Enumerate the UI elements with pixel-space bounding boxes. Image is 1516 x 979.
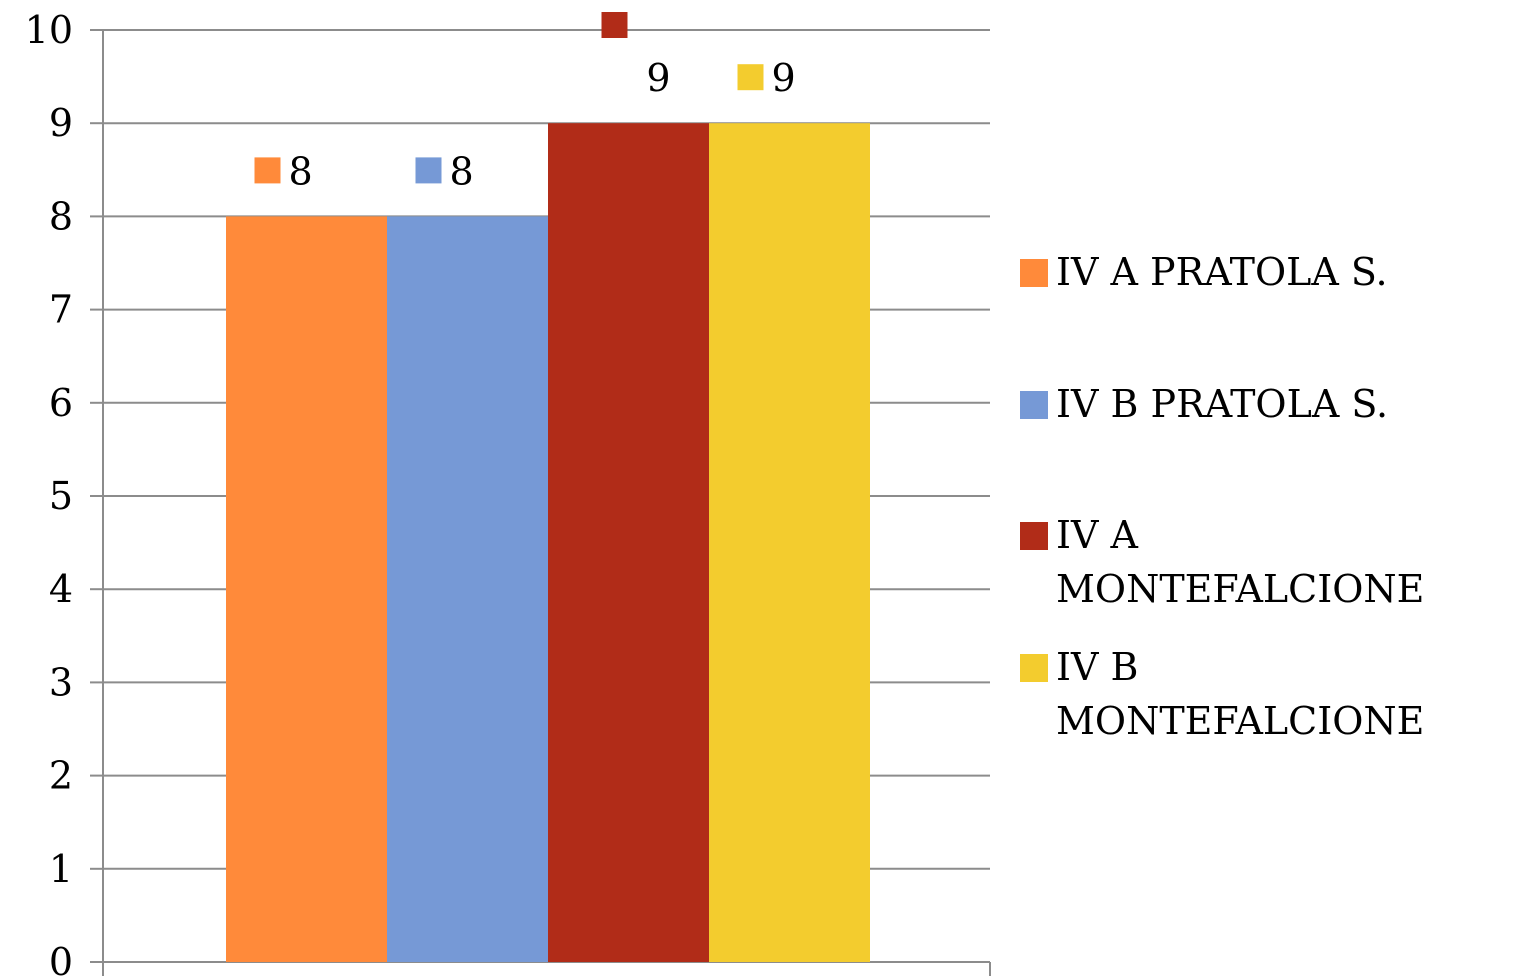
legend-item-iv-a-montefalcione: IV A MONTEFALCIONE (1020, 508, 1516, 616)
y-tick-label-2: 2 (49, 754, 73, 798)
y-tick-label-6: 6 (49, 381, 73, 425)
legend-label-iv-b-montefalcione: IV B MONTEFALCIONE (1056, 645, 1425, 743)
legend-label-iv-a-pratola: IV A PRATOLA S. (1056, 250, 1388, 294)
data-label-iv-a-pratola-s: 8 (289, 149, 313, 193)
data-labels: 8 8 9 9 (254, 12, 796, 193)
y-tick-label-8: 8 (49, 194, 73, 238)
y-tick-label-9: 9 (49, 101, 73, 145)
y-tick-label-4: 4 (49, 567, 73, 611)
legend-swatch-iv-a-pratola (1020, 259, 1048, 287)
bar-iv-a-montefalcione (548, 123, 709, 962)
bars (226, 123, 870, 962)
data-label-key-iv-a-pratola-s (254, 157, 281, 184)
legend-swatch-iv-a-montefalcione (1020, 522, 1048, 550)
y-tick-labels: 0 1 2 3 4 5 6 7 8 9 10 (25, 8, 73, 979)
legend-swatch-iv-b-montefalcione (1020, 654, 1048, 682)
legend-swatch-iv-b-pratola (1020, 391, 1048, 419)
data-label-iv-a-montefalcione: 9 (646, 56, 670, 100)
y-tick-label-10: 10 (25, 8, 73, 52)
y-tick-label-0: 0 (49, 940, 73, 979)
legend-label-iv-a-montefalcione: IV A MONTEFALCIONE (1056, 513, 1425, 611)
y-tick-label-7: 7 (49, 288, 73, 332)
data-label-key-iv-a-montefalcione (601, 12, 628, 38)
bar-iv-a-pratola-s (226, 216, 387, 962)
legend-label-iv-b-pratola: IV B PRATOLA S. (1056, 382, 1389, 426)
data-label-iv-b-pratola-s: 8 (450, 149, 474, 193)
legend-item-iv-b-pratola: IV B PRATOLA S. (1020, 377, 1516, 431)
data-label-key-iv-b-pratola-s (415, 157, 442, 184)
data-label-iv-b-montefalcione: 9 (772, 56, 796, 100)
y-tick-label-5: 5 (49, 474, 73, 518)
data-label-key-iv-b-montefalcione (737, 64, 764, 91)
legend-item-iv-b-montefalcione: IV B MONTEFALCIONE (1020, 640, 1516, 748)
bar-iv-b-montefalcione (709, 123, 870, 962)
y-tick-label-3: 3 (49, 660, 73, 704)
legend-item-iv-a-pratola: IV A PRATOLA S. (1020, 245, 1516, 299)
bar-iv-b-pratola-s (387, 216, 548, 962)
y-tick-label-1: 1 (49, 847, 73, 891)
